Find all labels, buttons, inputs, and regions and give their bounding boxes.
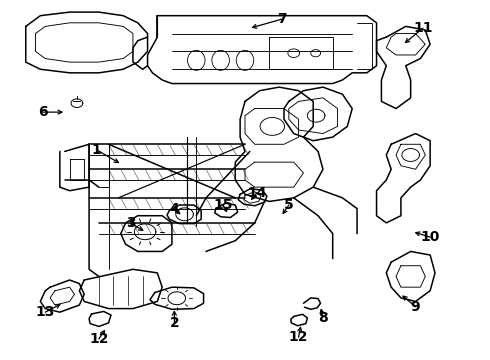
Text: 9: 9 <box>411 300 420 314</box>
Text: 12: 12 <box>89 332 109 346</box>
Text: 12: 12 <box>289 330 308 344</box>
Text: 6: 6 <box>38 105 48 119</box>
Text: 4: 4 <box>170 202 179 216</box>
Text: 13: 13 <box>36 305 55 319</box>
Text: 3: 3 <box>126 216 135 230</box>
Text: 5: 5 <box>284 198 294 212</box>
Text: 2: 2 <box>170 316 179 330</box>
Text: 14: 14 <box>247 185 267 199</box>
Text: 15: 15 <box>213 198 233 212</box>
Text: 1: 1 <box>92 143 101 157</box>
Text: 11: 11 <box>413 21 433 35</box>
Text: 7: 7 <box>277 12 286 26</box>
Text: 10: 10 <box>420 230 440 244</box>
Text: 8: 8 <box>318 311 328 324</box>
